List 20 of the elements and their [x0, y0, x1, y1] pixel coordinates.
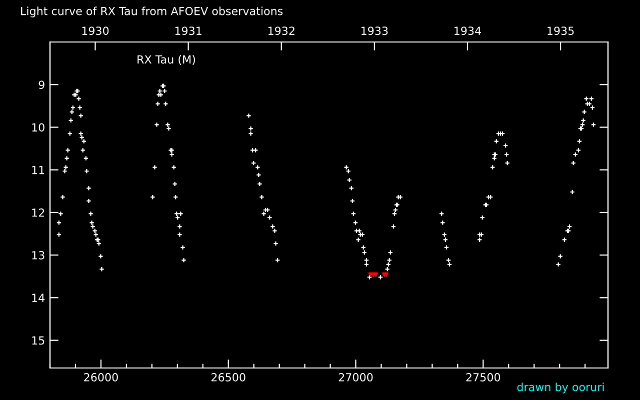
y-tick-label: 11: [32, 166, 44, 174]
y-tick-label: 9: [38, 80, 44, 89]
y-tick-label: 12: [32, 208, 44, 217]
text: drawn by ooruri: [517, 382, 604, 394]
y-tick-label: 13: [32, 251, 44, 260]
y-tick-label: 15: [32, 336, 44, 345]
x2-tick-label: 1931: [175, 26, 202, 35]
x2-tick-label: 1933: [361, 26, 388, 35]
x2-tick-label: 1935: [548, 26, 574, 35]
x2-tick-label: 1934: [454, 26, 481, 35]
chart-title: Light curve of RX Tau from AFOEV observations: [21, 6, 283, 18]
annotation: RX Tau (M): [138, 55, 195, 65]
x2-tick-label: 1932: [268, 26, 294, 35]
x-tick-label: 27500: [466, 373, 500, 382]
y-tick-label: 10: [32, 123, 44, 132]
x-tick-label: 26000: [84, 373, 118, 382]
x-tick-label: 27000: [338, 373, 373, 382]
x2-tick-label: 1930: [82, 26, 109, 35]
y-tick-label: 14: [32, 294, 45, 302]
x-tick-label: 26500: [211, 373, 246, 382]
